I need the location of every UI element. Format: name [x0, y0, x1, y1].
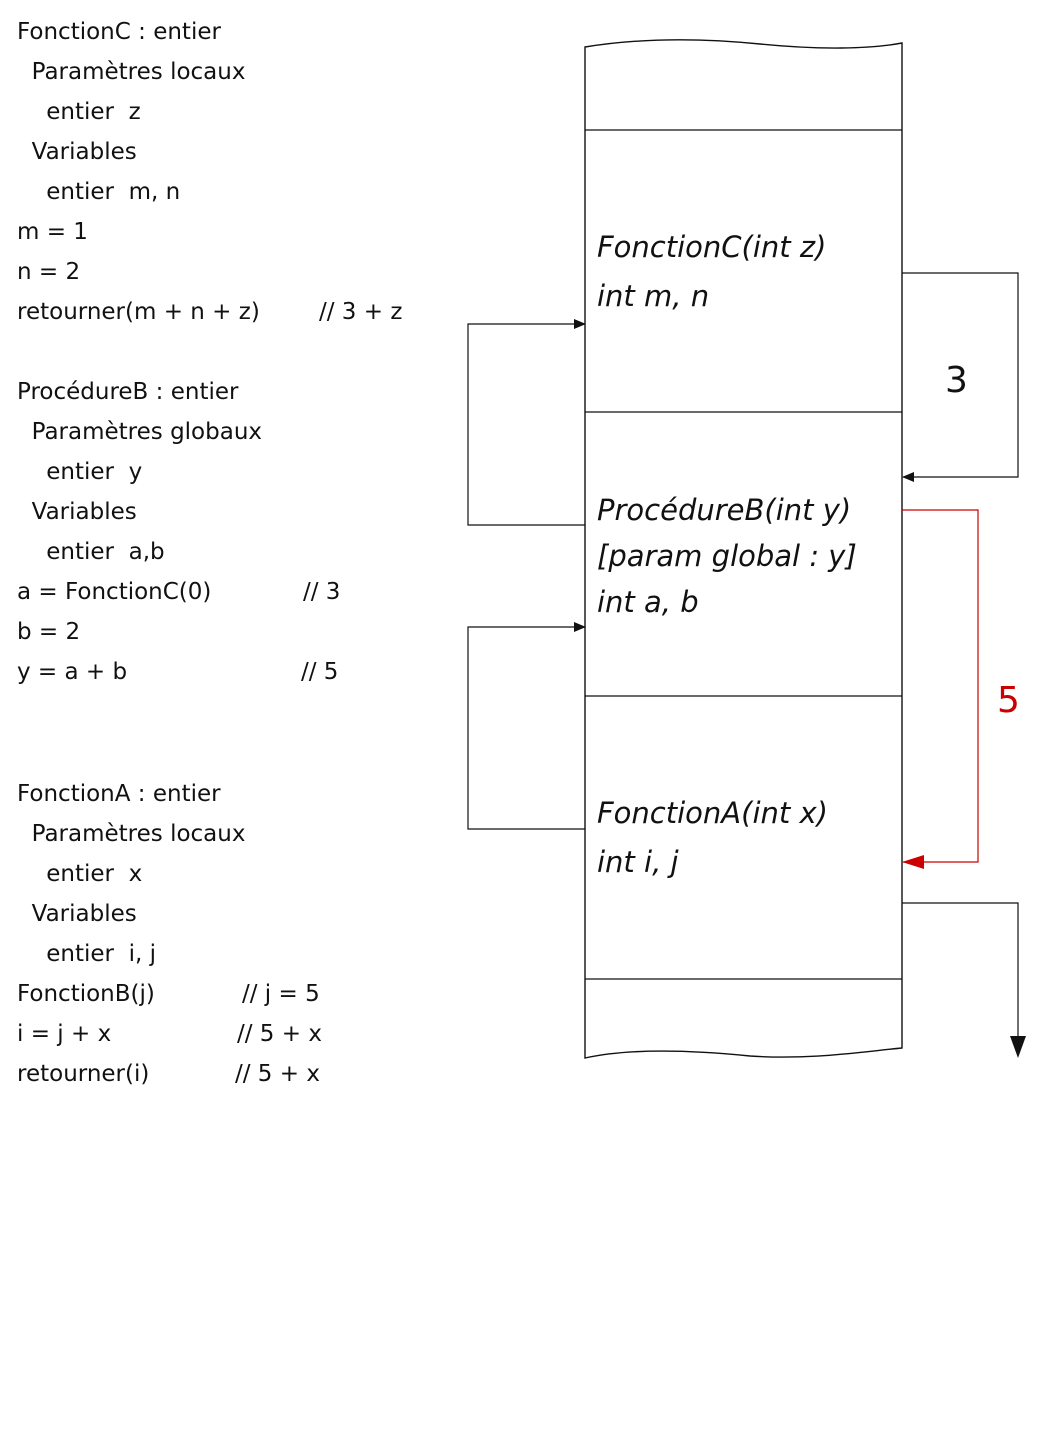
- fonctionC-param: entier z: [17, 99, 141, 125]
- procedureB-params-title: Paramètres globaux: [17, 419, 263, 445]
- fonctionC-line-2: n = 2: [17, 259, 81, 285]
- fonctionA-line-1-comment: // j = 5: [242, 981, 320, 1007]
- fonctionC-vars-title: Variables: [17, 139, 137, 165]
- procedureB-vars: entier a,b: [17, 539, 165, 565]
- procedureB-param: entier y: [17, 459, 143, 485]
- fonctionA-line-3: retourner(i): [17, 1061, 150, 1087]
- fonctionA-line-2: i = j + x: [17, 1021, 112, 1047]
- procedureB-line-3-comment: // 5: [301, 659, 339, 685]
- procedureB-line-1-comment: // 3: [303, 579, 341, 605]
- return-arrow-b-to-a: [902, 509, 979, 869]
- call-stack-diagram: FonctionC(int z) int m, n ProcédureB(int…: [467, 39, 1026, 1059]
- frame-a-signature: FonctionA(int x): [597, 796, 828, 830]
- pseudocode-listing: FonctionC : entier Paramètres locaux ent…: [17, 12, 402, 1452]
- procedureB-header: ProcédureB : entier: [17, 379, 239, 405]
- return-value-b: 5: [997, 680, 1020, 721]
- exit-arrowhead: [1010, 1036, 1026, 1058]
- fonctionC-line-3-comment: // 3 + z: [319, 299, 403, 325]
- fonctionA-params-title: Paramètres locaux: [17, 821, 246, 847]
- frame-b-signature: ProcédureB(int y): [597, 493, 851, 527]
- fonctionA-vars: entier i, j: [17, 941, 157, 967]
- stack-outline: [584, 39, 903, 1059]
- procedureB-line-3: y = a + b: [17, 659, 128, 685]
- fonctionA-line-2-comment: // 5 + x: [237, 1021, 322, 1047]
- fonctionC-line-1: m = 1: [17, 219, 88, 245]
- frame-c-signature: FonctionC(int z): [597, 230, 826, 264]
- fonctionC-header: FonctionC : entier: [17, 19, 221, 45]
- fonctionC-params-title: Paramètres locaux: [17, 59, 246, 85]
- fonctionC-line-3: retourner(m + n + z): [17, 299, 260, 325]
- return-value-c: 3: [945, 360, 968, 401]
- frame-b-param-note: [param global : y]: [597, 539, 857, 573]
- call-arrow-b-to-c: [467, 319, 586, 526]
- procedureB-vars-title: Variables: [17, 499, 137, 525]
- fonctionC-vars: entier m, n: [17, 179, 181, 205]
- frame-c-locals: int m, n: [597, 279, 709, 313]
- frame-b-locals: int a, b: [597, 585, 699, 619]
- return-arrow-c-to-b: [902, 272, 1019, 482]
- return-arrow-a-exit: [902, 902, 1019, 1052]
- procedureB-line-1: a = FonctionC(0): [17, 579, 212, 605]
- fonctionA-line-1: FonctionB(j): [17, 981, 155, 1007]
- fonctionA-vars-title: Variables: [17, 901, 137, 927]
- frame-a-locals: int i, j: [597, 845, 680, 879]
- fonctionA-header: FonctionA : entier: [17, 781, 221, 807]
- call-arrow-a-to-b: [467, 622, 586, 830]
- fonctionA-line-3-comment: // 5 + x: [235, 1061, 320, 1087]
- procedureB-line-2: b = 2: [17, 619, 81, 645]
- fonctionA-param: entier x: [17, 861, 143, 887]
